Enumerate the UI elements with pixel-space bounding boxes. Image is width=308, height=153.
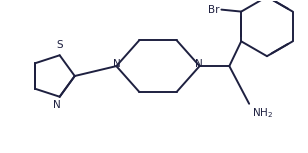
Text: Br: Br bbox=[208, 5, 219, 15]
Text: N: N bbox=[113, 59, 121, 69]
Text: N: N bbox=[195, 59, 202, 69]
Text: N: N bbox=[53, 100, 61, 110]
Text: S: S bbox=[56, 40, 63, 50]
Text: NH$_2$: NH$_2$ bbox=[252, 106, 273, 119]
